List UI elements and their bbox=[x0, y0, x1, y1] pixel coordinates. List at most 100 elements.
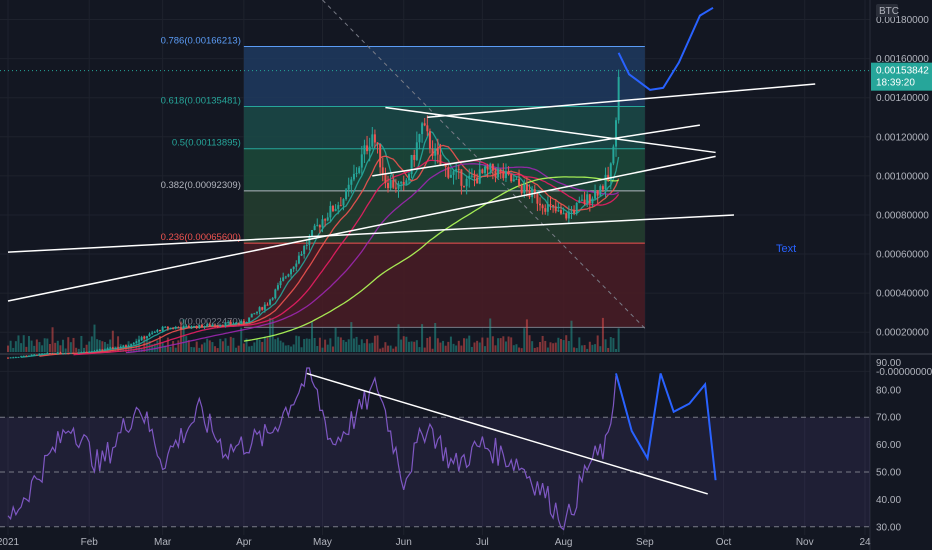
candle-body bbox=[570, 210, 573, 212]
candle-body bbox=[96, 349, 99, 351]
volume-bar bbox=[617, 328, 620, 352]
volume-bar bbox=[219, 338, 222, 352]
candle-body bbox=[266, 304, 269, 306]
candle-body bbox=[214, 325, 217, 327]
volume-bar bbox=[457, 340, 460, 352]
candle-body bbox=[518, 178, 521, 186]
candle-body bbox=[200, 324, 203, 328]
candle-body bbox=[565, 213, 568, 219]
candle-body bbox=[117, 347, 120, 349]
fib-label: 0.236(0.00065600) bbox=[161, 232, 241, 243]
volume-bar bbox=[203, 342, 206, 352]
price-trendline bbox=[372, 124, 701, 177]
price-projection[interactable] bbox=[617, 6, 714, 91]
candle-body bbox=[573, 210, 576, 214]
volume-bar bbox=[255, 339, 258, 352]
price-tick-label: 0.00060000 bbox=[876, 250, 929, 261]
candle-body bbox=[253, 313, 256, 315]
volume-bar bbox=[407, 341, 410, 352]
volume-bar bbox=[431, 348, 434, 352]
volume-bar bbox=[397, 324, 400, 352]
fib-label: 0.786(0.00166213) bbox=[161, 35, 241, 46]
fib-label: 0(0.00022470) bbox=[179, 316, 241, 327]
candle-body bbox=[153, 331, 156, 333]
fib-band bbox=[243, 46, 645, 107]
candle-body bbox=[54, 353, 57, 355]
volume-bar bbox=[64, 348, 67, 352]
candle-body bbox=[172, 327, 175, 329]
volume-bar bbox=[339, 337, 342, 352]
candle-body bbox=[447, 167, 450, 178]
volume-bar bbox=[17, 335, 20, 352]
candle-body bbox=[410, 154, 413, 175]
candle-body bbox=[588, 194, 591, 204]
volume-bar bbox=[373, 335, 376, 352]
candle-body bbox=[9, 357, 12, 359]
candle-body bbox=[549, 204, 552, 206]
volume-bar bbox=[12, 347, 15, 352]
candle-body bbox=[465, 178, 468, 187]
volume-bar bbox=[62, 339, 65, 352]
candle-body bbox=[224, 322, 227, 327]
annotation-text[interactable]: Text bbox=[776, 243, 796, 255]
candle-body bbox=[520, 185, 523, 194]
volume-bar bbox=[72, 337, 75, 352]
candle-body bbox=[371, 134, 374, 147]
fib-label: 0.5(0.00113895) bbox=[172, 138, 241, 149]
candle-body bbox=[559, 210, 562, 214]
volume-bar bbox=[117, 336, 120, 352]
candle-body bbox=[305, 244, 308, 246]
candle-body bbox=[368, 146, 371, 152]
volume-bar bbox=[612, 338, 615, 352]
candle-body bbox=[363, 145, 366, 155]
candle-body bbox=[523, 184, 526, 194]
candle-body bbox=[326, 217, 329, 221]
fib-label: 0.382(0.00092309) bbox=[161, 180, 241, 191]
candle-body bbox=[300, 253, 303, 256]
trendlines[interactable] bbox=[7, 83, 816, 302]
volume-bar bbox=[284, 345, 287, 352]
volume-bar bbox=[400, 339, 403, 352]
rsi-tick-label: 40.00 bbox=[876, 495, 901, 506]
candle-body bbox=[12, 357, 15, 359]
volume-bar bbox=[263, 336, 266, 352]
volume-bar bbox=[394, 346, 397, 352]
candle-body bbox=[539, 203, 542, 206]
candle-body bbox=[552, 204, 555, 207]
volume-bar bbox=[153, 343, 156, 352]
time-tick-label: Sep bbox=[636, 537, 654, 548]
candle-body bbox=[418, 134, 421, 143]
volume-bar bbox=[334, 327, 337, 352]
time-tick-label: Jul bbox=[476, 537, 489, 548]
price-tick-label: 0.00160000 bbox=[876, 54, 929, 65]
candle-body bbox=[318, 225, 321, 228]
volume-bar bbox=[405, 336, 408, 352]
candle-body bbox=[159, 330, 162, 332]
price-tick-label: 0.00040000 bbox=[876, 289, 929, 300]
volume-bar bbox=[214, 346, 217, 352]
volume-bar bbox=[308, 338, 311, 352]
volume-bar bbox=[389, 345, 392, 352]
volume-bar bbox=[22, 335, 25, 352]
volume-bar bbox=[98, 340, 101, 352]
moving-average-line bbox=[243, 176, 619, 342]
volume-bar bbox=[350, 322, 353, 352]
candle-body bbox=[578, 200, 581, 203]
volume-bar bbox=[596, 335, 599, 352]
time-tick-label: Apr bbox=[236, 537, 252, 548]
fibonacci-retracement[interactable]: 0.786(0.00166213) 0.618(0.00135481) 0.5(0.… bbox=[0, 0, 870, 329]
rsi-trendline bbox=[306, 372, 708, 495]
volume-bar bbox=[156, 340, 159, 352]
candle-body bbox=[255, 311, 258, 314]
candle-body bbox=[604, 174, 607, 190]
candle-body bbox=[473, 175, 476, 178]
candle-body bbox=[198, 324, 201, 329]
volume-bar bbox=[51, 327, 54, 352]
volume-bar bbox=[169, 346, 172, 352]
volume-bar bbox=[489, 318, 492, 352]
candle-body bbox=[599, 186, 602, 196]
volume-bar bbox=[541, 335, 544, 352]
candle-body bbox=[7, 357, 9, 359]
price-tick-label: 0.00180000 bbox=[876, 15, 929, 26]
